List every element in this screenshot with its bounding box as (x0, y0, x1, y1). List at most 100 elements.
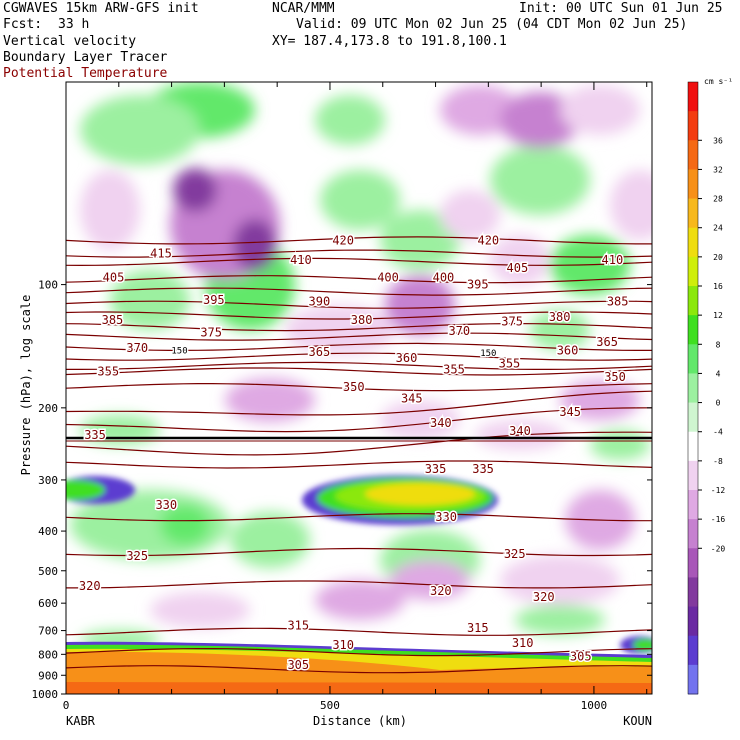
updraft-region (320, 170, 400, 230)
theta-contour-label: 310 (332, 638, 354, 652)
colorbar-swatch (688, 635, 698, 666)
theta-contour-370 (66, 352, 652, 361)
downdraft-region (385, 275, 455, 335)
tracer-core (633, 639, 652, 651)
downdraft-region (440, 85, 520, 135)
theta-contour-label: 340 (509, 424, 531, 438)
theta-contour-label: 305 (570, 650, 592, 664)
theta-contour-label: 370 (126, 341, 148, 355)
cross-section-endpoints: XY= 187.4,173.8 to 191.8,100.1 (272, 34, 507, 49)
y-tick-label: 400 (38, 525, 58, 538)
theta-contour-405 (66, 275, 652, 284)
theta-contour-label: 420 (477, 233, 499, 247)
theta-contour-label: 410 (290, 253, 312, 267)
theta-contour-label: 385 (102, 313, 124, 327)
theta-contour-380 (66, 332, 652, 341)
x-tick-label: 1000 (581, 699, 608, 712)
theta-contour-label: 405 (507, 261, 529, 275)
boundary-layer (66, 641, 652, 694)
theta-contour-label: 330 (435, 510, 457, 524)
theta-contour-label: 320 (430, 584, 452, 598)
theta-contour-390 (66, 311, 652, 320)
colorbar-swatch (688, 315, 698, 345)
colorbar-swatch (688, 548, 698, 578)
theta-contour-label: 400 (433, 270, 455, 284)
updraft-region (515, 605, 605, 635)
theta-contour-label: 370 (448, 324, 470, 338)
downdraft-region (610, 170, 652, 240)
colorbar-tick-label: 8 (716, 340, 721, 349)
downdraft-region (150, 592, 250, 628)
colorbar-tick-label: 28 (713, 195, 723, 204)
colorbar-swatch (688, 519, 698, 549)
downdraft-region (500, 555, 620, 605)
updraft-region (530, 310, 590, 350)
downdraft-region (80, 170, 140, 250)
downdraft-region (490, 235, 550, 285)
forecast-label: Fcst: (3, 17, 43, 32)
boundary-layer-surface (66, 682, 652, 694)
colorbar-swatch (688, 82, 698, 112)
field-theta: Potential Temperature (3, 66, 168, 81)
theta-contour-400 (66, 287, 652, 296)
colorbar-swatch (688, 431, 698, 462)
theta-contour-330 (66, 513, 652, 522)
theta-contour-375 (66, 342, 652, 351)
tracer-contour-label: 150 (171, 347, 187, 357)
theta-contour-310 (66, 648, 652, 657)
theta-contour-420 (66, 236, 652, 245)
theta-contour-305 (66, 665, 652, 674)
x-tick-label: 0 (63, 699, 70, 712)
colorbar-swatch (688, 373, 698, 404)
theta-contour-label: 365 (596, 335, 618, 349)
theta-contour-label: 335 (472, 462, 494, 476)
theta-contour-label: 345 (559, 405, 581, 419)
y-tick-label: 100 (38, 279, 58, 292)
downdraft-region (500, 92, 580, 148)
colorbar: 36 32 28 24 20 16 12 8 4 0 -4 -8 -12 -16 -20 (687, 81, 725, 695)
theta-contour-365 (66, 361, 652, 370)
theta-contour-345 (66, 407, 652, 433)
right-station-label: KOUN (623, 714, 652, 728)
theta-contour-label: 325 (126, 549, 148, 563)
init-time: Init: 00 UTC Sun 01 Jun 25 (519, 1, 723, 16)
theta-contour-label: 380 (351, 313, 373, 327)
theta-contour-label: 375 (200, 326, 222, 340)
y-tick-label: 800 (38, 648, 58, 661)
theta-contour-label: 350 (604, 370, 626, 384)
colorbar-tick-label: 32 (713, 165, 723, 174)
theta-contour-label: 355 (443, 362, 465, 376)
colorbar-swatch (688, 256, 698, 287)
theta-contour-410 (66, 257, 652, 267)
theta-contour-label: 305 (287, 658, 309, 672)
theta-contour-315 (66, 627, 652, 636)
colorbar-tick-label: 36 (713, 136, 723, 145)
x-tick-label: 500 (320, 699, 340, 712)
theta-contour-lines (66, 236, 652, 674)
updraft-region (230, 512, 310, 568)
theta-contour-label: 395 (467, 278, 489, 292)
colorbar-unit: cm s⁻¹ (704, 77, 733, 86)
theta-contour-label: 325 (504, 547, 526, 561)
y-tick-label: 700 (38, 625, 58, 638)
downdraft-region (390, 560, 470, 600)
downdraft-region (560, 85, 640, 135)
theta-contour-label: 315 (287, 618, 309, 632)
theta-contour-415 (66, 249, 652, 258)
tracer-contour-label: 150 (480, 349, 496, 359)
theta-contour-label: 310 (512, 636, 534, 650)
left-station-label: KABR (66, 714, 96, 728)
header: CGWAVES 15km ARW-GFS init Fcst: 33 h Ver… (0, 0, 740, 82)
y-tick-label: 600 (38, 597, 58, 610)
forecast-hour: 33 h (58, 17, 90, 32)
colorbar-tick-label: 12 (713, 311, 723, 320)
theta-contour-label: 365 (309, 345, 331, 359)
theta-contour-label: 385 (607, 295, 629, 309)
colorbar-swatch (688, 664, 698, 695)
colorbar-swatch (688, 169, 698, 200)
theta-contour-label: 400 (377, 270, 399, 284)
theta-contour-label: 405 (103, 270, 125, 284)
